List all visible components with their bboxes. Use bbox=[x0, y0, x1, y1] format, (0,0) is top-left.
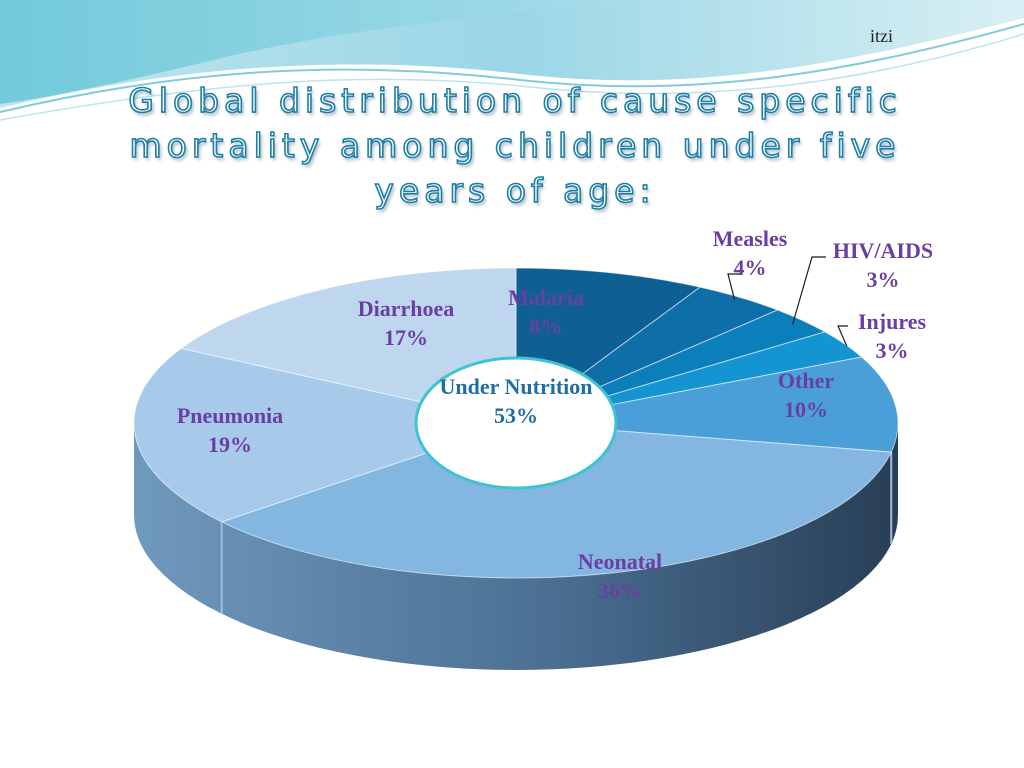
slice-name: Diarrhoea bbox=[357, 296, 455, 321]
header-wave-line bbox=[0, 33, 1024, 121]
header-wave-front bbox=[0, 0, 660, 104]
author-label: itzi bbox=[870, 26, 893, 46]
leader-line-hiv-aids bbox=[791, 256, 826, 325]
slice-value: 3% bbox=[866, 267, 900, 292]
center-label-value: 53% bbox=[494, 403, 538, 428]
slice-value: 17% bbox=[384, 325, 428, 350]
pie-slice-diarrhoea bbox=[180, 267, 517, 424]
center-label-name: Under Nutrition bbox=[439, 374, 593, 399]
slice-label-injures: Injures 3% bbox=[832, 307, 952, 365]
center-circle bbox=[414, 356, 618, 490]
slice-label-other: Other 10% bbox=[746, 366, 866, 424]
slice-label-hiv-aids: HIV/AIDS 3% bbox=[818, 236, 948, 294]
slice-value: 8% bbox=[529, 314, 563, 339]
slice-value: 10% bbox=[784, 397, 828, 422]
slice-label-neonatal: Neonatal 36% bbox=[560, 547, 680, 605]
slice-value: 3% bbox=[875, 338, 909, 363]
slice-label-pneumonia: Pneumonia 19% bbox=[150, 401, 310, 459]
leader-line-measles bbox=[727, 273, 742, 300]
slice-name: Other bbox=[777, 368, 835, 393]
slice-value: 19% bbox=[208, 432, 252, 457]
pie-side-wall bbox=[134, 423, 898, 670]
slice-name: Neonatal bbox=[577, 549, 663, 574]
slide-title: Global distribution of cause specific mo… bbox=[127, 80, 902, 211]
pie-slice-pneumonia bbox=[133, 347, 518, 523]
slice-label-measles: Measles 4% bbox=[690, 224, 810, 282]
slice-label-malaria: Malaria 8% bbox=[486, 283, 606, 341]
slice-name: Pneumonia bbox=[176, 403, 284, 428]
slice-name: Malaria bbox=[508, 285, 584, 310]
slice-name: HIV/AIDS bbox=[832, 238, 934, 263]
slice-value: 4% bbox=[733, 255, 767, 280]
leader-line-injures bbox=[837, 325, 848, 347]
pie-slice-neonatal bbox=[220, 422, 892, 579]
slice-name: Measles bbox=[712, 226, 788, 251]
header-wave-line bbox=[0, 23, 1024, 113]
center-label-under-nutrition: Under Nutrition 53% bbox=[436, 372, 596, 430]
slice-name: Injures bbox=[857, 309, 927, 334]
pie-3d-sides bbox=[134, 423, 898, 670]
slice-label-diarrhoea: Diarrhoea 17% bbox=[336, 294, 476, 352]
slice-value: 36% bbox=[598, 578, 642, 603]
leader-lines bbox=[727, 256, 848, 347]
